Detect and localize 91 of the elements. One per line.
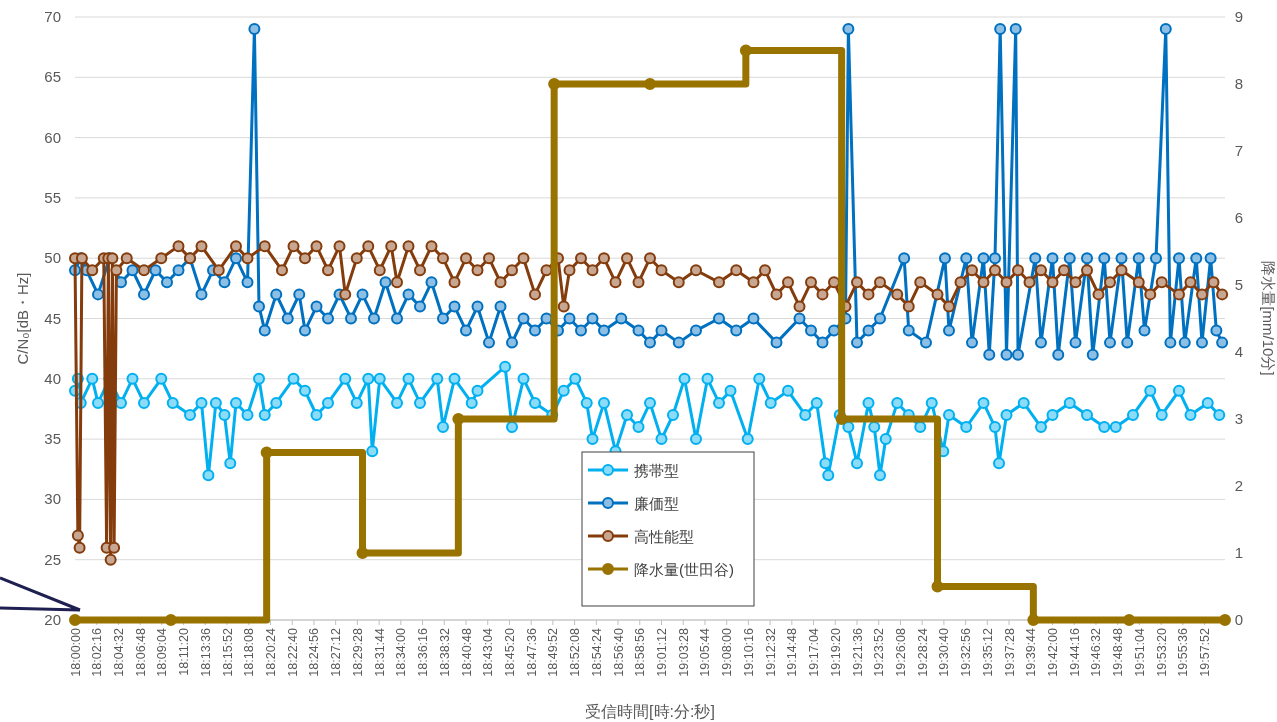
- y2-axis-title: 降水量[mm/10分]: [1260, 261, 1277, 376]
- x-tick-label: 18:38:32: [437, 627, 452, 677]
- x-axis-title: 受信時間[時:分:秒]: [585, 703, 715, 720]
- x-tick-label: 18:18:08: [242, 627, 257, 677]
- y-tick-label: 20: [44, 611, 61, 628]
- point: [260, 446, 273, 459]
- x-tick-label: 18:04:32: [111, 627, 126, 677]
- point: [1219, 614, 1231, 626]
- x-tick-label: 18:02:16: [90, 627, 105, 677]
- x-tick-label: 18:36:16: [416, 627, 431, 677]
- y-tick-label: 55: [44, 188, 61, 206]
- x-tick-label: 18:58:56: [633, 627, 648, 677]
- x-tick-label: 19:12:32: [763, 627, 778, 677]
- x-tick-label: 19:32:56: [959, 627, 974, 677]
- x-tick-label: 18:29:28: [350, 627, 365, 677]
- x-tick-label: 19:28:24: [915, 627, 930, 677]
- x-tick-label: 18:45:20: [502, 627, 517, 677]
- x-tick-label: 18:52:08: [568, 627, 583, 677]
- x-tick-label: 19:23:52: [872, 627, 887, 677]
- x-tick-label: 19:08:00: [720, 627, 735, 677]
- legend-label: 廉価型: [634, 495, 679, 512]
- point: [69, 614, 81, 626]
- y-axis-title: C/N₀[dB・Hz]: [14, 272, 31, 365]
- x-tick-label: 19:35:12: [980, 627, 995, 677]
- x-tick-label: 19:42:00: [1046, 627, 1060, 677]
- point: [356, 547, 369, 559]
- y-tick-label: 35: [44, 430, 61, 448]
- x-tick-label: 19:51:04: [1132, 627, 1147, 677]
- x-tick-label: 18:15:52: [220, 627, 235, 677]
- x-tick-label: 19:10:16: [741, 627, 756, 677]
- point: [644, 78, 656, 90]
- x-tick-label: 18:00:00: [68, 627, 83, 677]
- point: [835, 413, 848, 425]
- x-tick-label: 18:06:48: [133, 627, 148, 677]
- x-tick-label: 19:03:28: [676, 627, 691, 677]
- point: [739, 44, 752, 57]
- x-tick-label: 18:13:36: [198, 627, 213, 677]
- y-tick-label: 60: [44, 128, 61, 146]
- y2-tick-label: 4: [1234, 343, 1244, 360]
- x-tick-label: 18:40:48: [459, 627, 474, 677]
- y2-tick-label: 9: [1234, 8, 1244, 25]
- y2-tick-label: 5: [1234, 276, 1244, 293]
- y-tick-label: 45: [44, 309, 61, 327]
- point: [1027, 614, 1040, 626]
- x-tick-label: 19:39:44: [1024, 627, 1039, 677]
- y-tick-label: 25: [44, 550, 61, 568]
- x-tick-label: 18:34:00: [394, 627, 409, 677]
- x-tick-label: 19:46:32: [1089, 627, 1104, 677]
- x-tick-label: 19:05:44: [698, 627, 713, 677]
- y-tick-label: 65: [44, 68, 61, 86]
- x-tick-label: 18:47:36: [524, 627, 539, 677]
- y2-tick-label: 3: [1234, 410, 1244, 427]
- y-tick-label: 70: [44, 8, 61, 25]
- x-tick-label: 18:24:56: [307, 627, 322, 677]
- point: [452, 413, 465, 425]
- y2-tick-label: 2: [1234, 477, 1244, 494]
- y2-tick-label: 6: [1234, 209, 1244, 226]
- x-tick-label: 18:11:20: [177, 627, 192, 676]
- x-tick-label: 19:57:52: [1198, 627, 1213, 677]
- x-tick-label: 19:55:36: [1176, 627, 1191, 677]
- y2-tick-label: 7: [1234, 142, 1244, 159]
- x-tick-label: 19:37:28: [1002, 627, 1017, 677]
- x-tick-label: 19:44:16: [1067, 627, 1082, 677]
- y2-tick-label: 8: [1234, 75, 1244, 92]
- legend-label: 携帯型: [634, 462, 679, 479]
- x-tick-label: 18:31:44: [372, 627, 387, 677]
- x-tick-label: 19:01:12: [655, 627, 669, 677]
- y-tick-label: 50: [44, 249, 61, 267]
- y2-tick-label: 0: [1234, 611, 1244, 628]
- point: [931, 580, 944, 593]
- x-tick-label: 18:20:24: [264, 627, 278, 677]
- x-tick-label: 18:56:40: [611, 627, 626, 677]
- x-tick-label: 19:14:48: [785, 627, 800, 677]
- x-tick-label: 18:09:04: [155, 627, 170, 677]
- legend-label: 高性能型: [634, 528, 694, 545]
- x-tick-label: 18:22:40: [285, 627, 300, 677]
- x-tick-label: 19:21:36: [850, 627, 865, 677]
- x-tick-label: 19:30:40: [937, 627, 952, 677]
- legend-label: 降水量(世田谷): [634, 561, 734, 578]
- x-tick-label: 19:48:48: [1111, 627, 1126, 677]
- y-tick-label: 30: [44, 490, 61, 508]
- x-tick-label: 19:26:08: [893, 627, 908, 677]
- x-tick-label: 18:49:52: [546, 627, 561, 677]
- x-tick-label: 18:54:24: [589, 627, 604, 677]
- x-tick-label: 19:53:20: [1154, 627, 1169, 677]
- y-tick-label: 40: [44, 369, 61, 387]
- x-tick-label: 18:27:12: [329, 627, 344, 677]
- y2-tick-label: 1: [1234, 544, 1244, 561]
- x-tick-label: 19:19:20: [828, 627, 843, 677]
- x-tick-label: 18:43:04: [481, 627, 496, 677]
- x-tick-label: 19:17:04: [807, 627, 822, 677]
